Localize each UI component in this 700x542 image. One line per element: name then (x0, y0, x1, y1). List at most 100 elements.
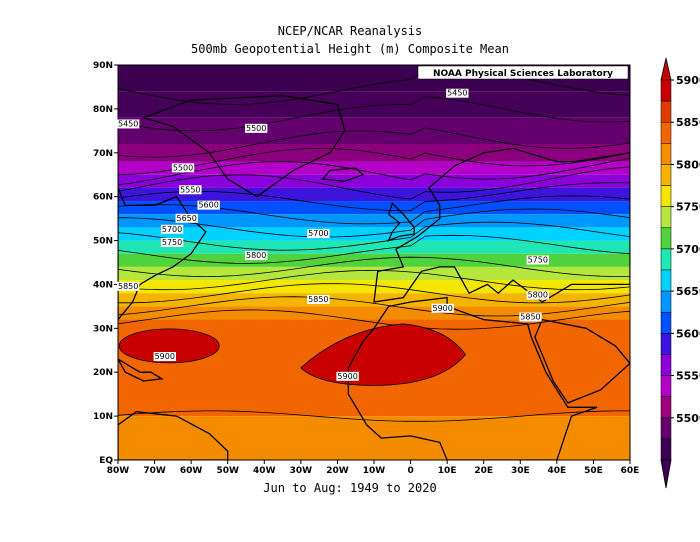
date-range-label: Jun to Aug: 1949 to 2020 (263, 481, 437, 495)
contour-label-bg (160, 237, 184, 247)
contour-line (118, 127, 630, 158)
colorbar-swatch (660, 164, 672, 186)
colorbar-top-arrow (660, 57, 672, 81)
contour-label-bg (307, 295, 330, 304)
contour-label-bg (307, 229, 330, 239)
contour-label: 5650 (177, 214, 197, 223)
contour-label: 5850 (520, 313, 540, 322)
contour-line (118, 410, 630, 422)
colorbar-label: 5750 (676, 201, 700, 214)
lon-tick-label: 10W (363, 466, 386, 476)
credit-text: NOAA Physical Sciences Laboratory (433, 69, 613, 79)
colorbar-swatch (660, 311, 672, 334)
contour-label-bg (117, 119, 140, 129)
coastline (321, 167, 365, 182)
height-band (118, 416, 630, 460)
contour-line (118, 256, 630, 277)
contour-label-bg (526, 290, 549, 300)
contour-label: 5900 (433, 304, 453, 313)
contour-label-bg (245, 123, 268, 133)
lat-tick-label: 10N (93, 412, 113, 422)
credit-box (417, 65, 629, 80)
height-band (118, 266, 630, 281)
figure-subtitle: 500mb Geopotential Height (m) Composite … (191, 42, 509, 56)
contour-label-bg (175, 213, 198, 223)
height-band (118, 227, 630, 241)
coastline (118, 411, 229, 460)
lon-tick-label: 50E (584, 466, 603, 476)
coastline (387, 202, 415, 242)
lon-tick-label: 40W (253, 466, 276, 476)
contour-label: 5850 (308, 295, 328, 304)
contour-label: 5600 (198, 201, 218, 210)
lat-tick-label: 90N (93, 61, 113, 71)
colorbar-bottom-arrow (660, 459, 672, 489)
contour-label-bg (153, 352, 176, 362)
colorbar-label: 5700 (676, 243, 700, 256)
contour-label: 5750 (528, 256, 548, 265)
contour-label-bg (336, 371, 359, 381)
contour-line (118, 208, 630, 238)
height-band (118, 214, 630, 228)
colorbar-swatch (660, 248, 672, 271)
contour-line (118, 269, 630, 291)
colorbar-label: 5850 (676, 116, 700, 129)
contour-line (118, 166, 630, 200)
map-area (118, 65, 630, 460)
height-band (118, 91, 630, 118)
height-band (118, 280, 630, 294)
colorbar-swatch (660, 206, 672, 229)
lon-tick-label: 0 (407, 466, 413, 476)
colorbar-label: 5600 (676, 327, 700, 340)
lon-tick-label: 20W (326, 466, 349, 476)
contour-label: 5700 (162, 225, 182, 234)
lat-tick-label: EQ (99, 456, 113, 466)
lon-tick-label: 70W (143, 466, 166, 476)
lon-tick-label: 60E (621, 466, 640, 476)
subtropical-high-atlantic (118, 328, 220, 364)
lat-tick-label: 20N (93, 368, 113, 378)
coastline (534, 318, 630, 404)
contour-label: 5900 (155, 352, 175, 361)
colorbar-label: 5800 (676, 158, 700, 171)
contour-label: 5800 (246, 251, 266, 260)
lon-tick-label: 30W (290, 466, 313, 476)
subtropical-high-africa (300, 323, 466, 386)
colorbar-swatch (660, 100, 672, 123)
height-band (118, 201, 630, 215)
lon-tick-label: 30E (511, 466, 530, 476)
contour-label: 5450 (447, 89, 467, 98)
contour-line (118, 158, 630, 186)
lon-tick-label: 50W (216, 466, 239, 476)
contour-line (118, 283, 630, 304)
contour-label: 5450 (118, 119, 138, 128)
contour-label-bg (117, 281, 140, 291)
lon-tick-label: 10E (438, 466, 457, 476)
lon-tick-label: 80W (107, 466, 130, 476)
colorbar-swatch (660, 417, 672, 440)
contour-line (118, 309, 630, 330)
colorbar-swatch (660, 269, 672, 292)
coastline (347, 296, 598, 460)
height-band (118, 174, 630, 188)
colorbar-swatch (660, 333, 672, 355)
height-band (118, 240, 630, 254)
lat-tick-label: 70N (93, 149, 113, 159)
colorbar-label: 5550 (676, 370, 700, 383)
contour-label-bg (446, 88, 469, 98)
colorbar-swatch (660, 185, 672, 207)
contour-line (118, 234, 630, 264)
contour-label-bg (197, 200, 220, 210)
coastline (118, 187, 207, 321)
contour-line (118, 221, 630, 251)
contour-label: 5750 (162, 238, 182, 247)
colorbar-swatch (660, 375, 672, 397)
lat-tick-label: 60N (93, 193, 113, 203)
coastline (373, 147, 630, 303)
contour-label-bg (171, 163, 195, 173)
lon-tick-label: 60W (180, 466, 203, 476)
height-band (118, 187, 630, 202)
contour-label: 5900 (337, 372, 357, 381)
